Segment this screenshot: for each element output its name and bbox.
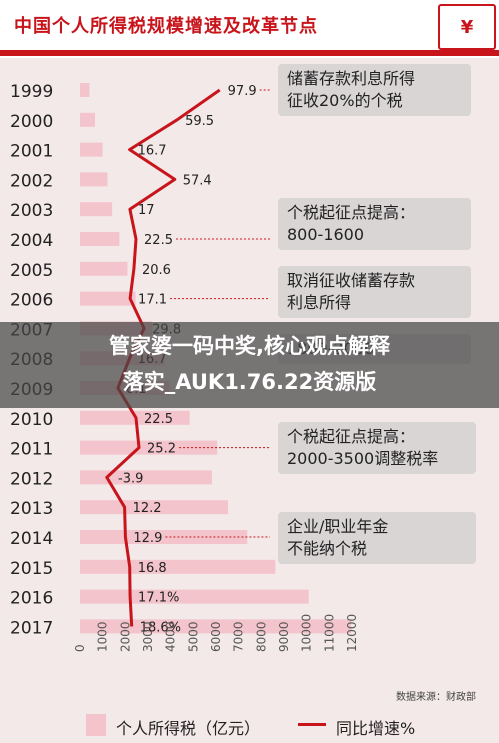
bar-2015: [80, 559, 276, 574]
growth-label-2011: 25.2: [147, 442, 176, 457]
growth-label-2001: 16.7: [138, 144, 167, 159]
overlay-banner-text: 管家婆一码中奖,核心观点解释 落实_AUK1.76.22资源版: [0, 328, 499, 400]
annotation-2011-line1: 个税起征点提高：: [287, 427, 416, 446]
year-label-2013: 2013: [10, 499, 53, 519]
bar-1999: [80, 83, 90, 97]
annotation-2011-line2: 2000-3500调整税率: [287, 449, 439, 468]
x-tick-10000: 10000: [300, 614, 314, 652]
x-tick-1000: 1000: [96, 621, 110, 652]
bar-2014: [80, 530, 248, 544]
year-label-2002: 2002: [10, 171, 53, 191]
growth-label-2006: 17.1: [138, 293, 167, 308]
legend: 个人所得税（亿元） 同比增速%: [80, 710, 480, 740]
x-tick-8000: 8000: [254, 621, 268, 652]
legend-bar-swatch: [86, 714, 106, 736]
x-tick-9000: 9000: [277, 621, 291, 652]
annotation-1999-line2: 征收20%的个税: [287, 91, 403, 110]
yen-symbol: ¥: [460, 16, 474, 38]
year-label-2016: 2016: [10, 589, 53, 609]
legend-line-swatch: [298, 723, 326, 726]
year-label-2014: 2014: [10, 529, 53, 549]
year-label-2005: 2005: [10, 261, 53, 281]
bar-2000: [80, 112, 95, 127]
annotation-2005: 个税起征点提高： 800-1600: [278, 198, 471, 250]
annotation-2008-line1: 取消征收储蓄存款: [287, 271, 416, 290]
growth-label-2014: 12.9: [133, 531, 162, 546]
year-label-1999: 1999: [10, 82, 53, 102]
year-label-2003: 2003: [10, 201, 53, 221]
x-tick-12000: 12000: [345, 614, 359, 652]
growth-label-2000: 59.5: [185, 114, 214, 129]
year-label-2012: 2012: [10, 469, 53, 489]
annotation-2011: 个税起征点提高： 2000-3500调整税率: [278, 422, 476, 474]
growth-label-2012: -3.9: [118, 471, 143, 486]
x-tick-7000: 7000: [232, 621, 246, 652]
bar-2012: [80, 470, 212, 485]
bar-2006: [80, 291, 136, 306]
annotation-1999: 储蓄存款利息所得 征收20%的个税: [278, 64, 471, 116]
growth-label-2017: 18.6%: [140, 620, 181, 635]
cart-icon: ¥: [438, 4, 496, 50]
title-bar: 中国个人所得税规模增速及改革节点 ¥: [0, 0, 499, 58]
x-tick-3000: 3000: [141, 621, 155, 652]
growth-label-2002: 57.4: [183, 173, 212, 188]
source-note: 数据来源：财政部: [396, 692, 476, 703]
bar-2002: [80, 172, 108, 187]
growth-label-2015: 16.8: [138, 561, 167, 576]
x-tick-2000: 2000: [118, 621, 132, 652]
annotation-2014: 企业/职业年金 不能纳个税: [278, 512, 476, 564]
overlay-line-1: 管家婆一码中奖,核心观点解释: [109, 334, 390, 358]
year-label-2017: 2017: [10, 618, 53, 638]
growth-label-1999: 97.9: [228, 84, 257, 99]
x-tick-0: 0: [73, 644, 87, 652]
annotation-2005-line1: 个税起征点提高：: [287, 203, 416, 222]
bar-2004: [80, 232, 120, 246]
overlay-line-2: 落实_AUK1.76.22资源版: [122, 370, 377, 394]
annotation-2005-line2: 800-1600: [287, 225, 365, 244]
growth-label-2003: 17: [138, 203, 155, 218]
growth-label-2005: 20.6: [142, 263, 171, 278]
year-label-2010: 2010: [10, 410, 53, 430]
year-label-2011: 2011: [10, 440, 53, 460]
year-label-2004: 2004: [10, 231, 53, 251]
annotation-2014-line2: 不能纳个税: [287, 539, 368, 558]
bar-2005: [80, 261, 128, 276]
bar-2016: [80, 589, 309, 604]
annotation-2014-line1: 企业/职业年金: [287, 517, 389, 536]
chart-area: 1999200020012002200320042005200620072008…: [10, 82, 359, 652]
x-tick-5000: 5000: [186, 621, 200, 652]
chart-title: 中国个人所得税规模增速及改革节点: [14, 16, 318, 37]
bar-2003: [80, 202, 113, 217]
growth-label-2016: 17.1%: [138, 591, 179, 606]
annotation-1999-line1: 储蓄存款利息所得: [287, 69, 416, 88]
growth-label-2010: 22.5: [144, 412, 173, 427]
year-label-2015: 2015: [10, 559, 53, 579]
bar-2013: [80, 500, 229, 515]
year-label-2001: 2001: [10, 142, 53, 162]
x-tick-6000: 6000: [209, 621, 223, 652]
legend-bar-label: 个人所得税（亿元）: [116, 719, 261, 738]
overlay-banner: 管家婆一码中奖,核心观点解释 落实_AUK1.76.22资源版: [0, 322, 499, 408]
bar-2011: [80, 440, 218, 455]
annotation-2008-line2: 利息所得: [287, 293, 352, 312]
title-rule: [0, 50, 499, 56]
bar-2017: [80, 619, 352, 634]
year-label-2006: 2006: [10, 291, 53, 311]
bar-2001: [80, 142, 103, 157]
growth-label-2004: 22.5: [144, 233, 173, 248]
x-tick-11000: 11000: [322, 614, 336, 652]
annotation-2008: 取消征收储蓄存款 利息所得: [278, 266, 471, 318]
legend-line-label: 同比增速%: [336, 719, 416, 738]
year-label-2000: 2000: [10, 112, 53, 132]
growth-label-2013: 12.2: [133, 501, 162, 516]
x-tick-4000: 4000: [164, 621, 178, 652]
